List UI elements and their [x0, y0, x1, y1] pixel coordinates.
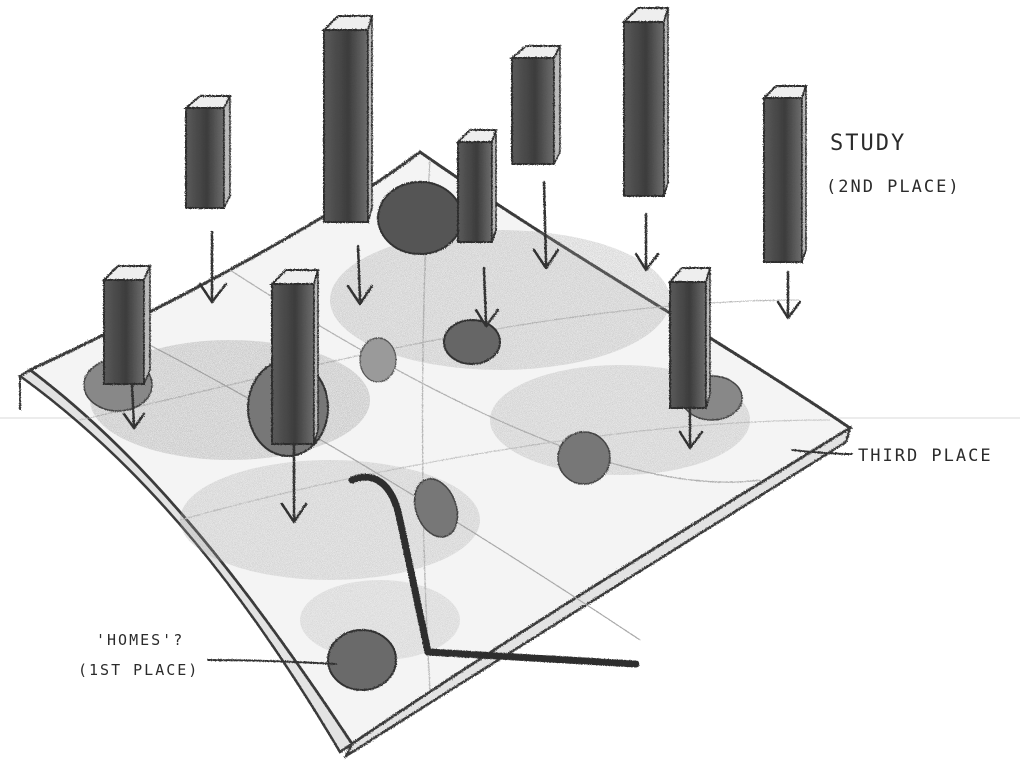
third-place-leader [791, 449, 853, 455]
blob [443, 319, 501, 365]
path-line [348, 473, 640, 668]
down-arrow-icon [532, 180, 560, 270]
down-arrow-icon [776, 270, 802, 320]
study-label: STUDY [830, 131, 906, 156]
down-arrow-icon [474, 266, 500, 328]
down-arrow-icon [634, 212, 660, 272]
tower [321, 15, 374, 223]
home-blob [327, 629, 397, 691]
tower [455, 129, 498, 243]
tower [509, 45, 562, 165]
tower [667, 267, 712, 409]
towers [101, 7, 808, 445]
down-arrow-icon [678, 408, 704, 450]
homes-leader [207, 659, 337, 665]
blob [557, 431, 611, 485]
arrows [122, 180, 802, 524]
blob [359, 337, 397, 383]
blob [413, 478, 459, 538]
down-arrow-icon [122, 382, 146, 430]
leader-lines [207, 449, 853, 665]
tower [621, 7, 670, 197]
tower [269, 269, 320, 445]
study-sublabel: (2ND PLACE) [826, 177, 961, 197]
tower [761, 85, 808, 263]
homes-sublabel: (1ST PLACE) [78, 661, 199, 679]
third-place-label: THIRD PLACE [858, 446, 993, 466]
down-arrow-icon [346, 244, 374, 306]
tower [183, 95, 232, 209]
tower [101, 265, 152, 385]
blob [377, 181, 463, 255]
homes-label: 'HOMES'? [96, 631, 184, 649]
down-arrow-icon [198, 230, 228, 304]
down-arrow-icon [280, 442, 308, 524]
